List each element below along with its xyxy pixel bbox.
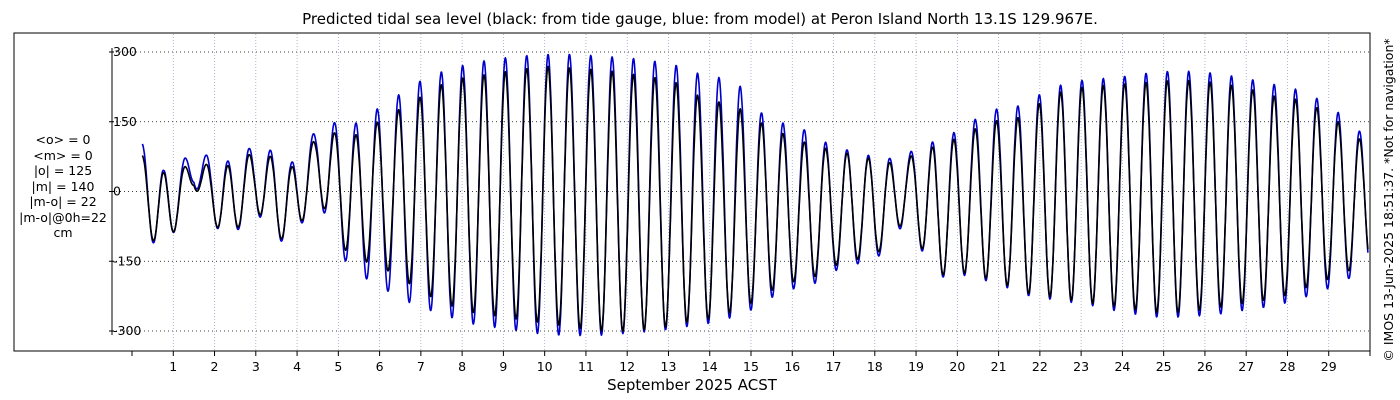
y-axis: -300 -150 0 150 300 [109,44,141,338]
x-tick-label: 20 [949,359,965,374]
x-tick-label: 25 [1156,359,1172,374]
y-tick-label: 300 [113,44,137,59]
series-layer [141,53,1369,337]
x-tick-label: 9 [499,359,507,374]
y-tick-label: 150 [113,114,137,129]
stat-abs-diff-0h: |m-o|@0h=22 [19,209,107,225]
x-tick-label: 26 [1197,359,1213,374]
x-tick-label: 22 [1032,359,1048,374]
x-tick-label: 17 [826,359,842,374]
x-tick-label: 8 [458,359,466,374]
x-tick-label: 10 [537,359,553,374]
stat-abs-model: |m| = 140 [31,178,95,194]
stat-unit: cm [53,225,73,240]
x-tick-label: 21 [991,359,1007,374]
series-line-tide-gauge [141,65,1369,332]
x-tick-label: 3 [252,359,260,374]
stat-mean-model: <m> = 0 [33,147,93,163]
x-tick-label: 2 [211,359,219,374]
grid [112,34,1370,350]
x-tick-label: 13 [661,359,677,374]
x-tick-label: 1 [169,359,177,374]
x-tick-label: 6 [376,359,384,374]
x-axis: 1 2 3 4 5 6 7 8 9 10 11 12 13 14 15 16 17 18 19 20 21 22 23 24 2… [131,351,1371,374]
x-tick-label: 16 [784,359,800,374]
x-tick-label: 7 [417,359,425,374]
plot-frame [13,32,1371,352]
credit-text: © IMOS 13-Jun-2025 18:51:37. *Not for na… [1381,38,1396,361]
x-tick-label: 5 [334,359,342,374]
stat-abs-diff: |m-o| = 22 [29,194,97,209]
y-tick-label: -150 [113,253,141,268]
stats-panel: <o> = 0 <m> = 0 |o| = 125 |m| = 140 |m-o… [6,132,120,241]
x-tick-label: 14 [702,359,718,374]
x-tick-label: 18 [867,359,883,374]
x-tick-label: 28 [1280,359,1296,374]
x-tick-label: 29 [1321,359,1337,374]
stat-abs-obs: |o| = 125 [33,163,93,178]
y-tick-label: 0 [113,184,121,199]
x-tick-label: 15 [743,359,759,374]
x-tick-label: 24 [1114,359,1130,374]
x-tick-label: 19 [908,359,924,374]
x-tick-label: 11 [578,359,594,374]
x-tick-label: 27 [1238,359,1254,374]
x-tick-label: 12 [619,359,635,374]
chart-title: Predicted tidal sea level (black: from t… [302,10,1098,28]
x-axis-label: September 2025 ACST [607,376,778,394]
stat-mean-obs: <o> = 0 [35,132,91,147]
x-tick-label: 4 [293,359,301,374]
y-tick-label: -300 [113,323,141,338]
x-tick-label: 23 [1073,359,1089,374]
